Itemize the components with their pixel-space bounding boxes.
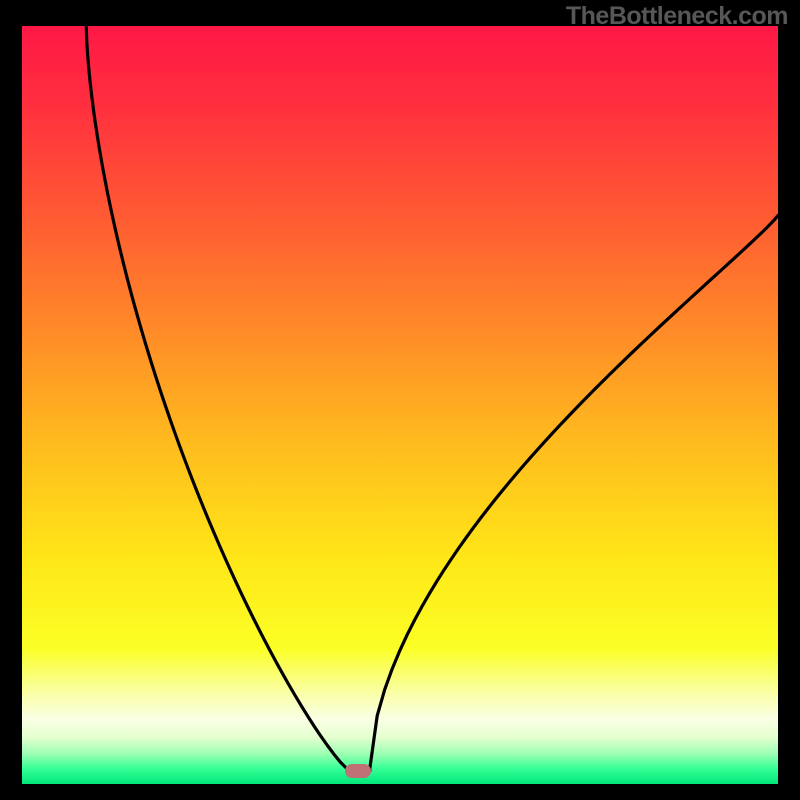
chart-container: TheBottleneck.com <box>0 0 800 800</box>
plot-area <box>22 26 778 784</box>
watermark-text: TheBottleneck.com <box>566 2 788 31</box>
minimum-marker <box>345 764 371 778</box>
curve-layer <box>22 26 778 784</box>
bottleneck-curve <box>86 26 778 771</box>
